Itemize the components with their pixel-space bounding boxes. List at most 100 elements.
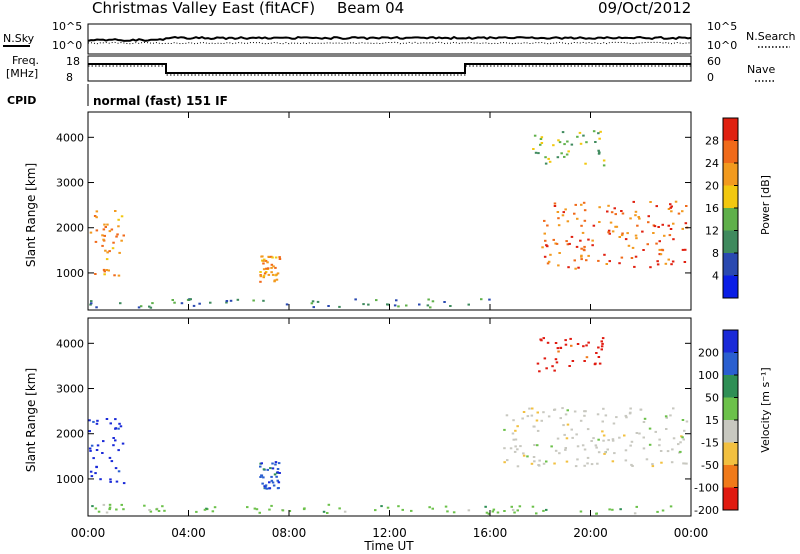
velocity-data-point <box>559 346 562 349</box>
velocity-data-point <box>374 509 377 512</box>
frequency-series <box>88 63 691 74</box>
power-data-point <box>106 223 109 226</box>
velocity-data-point <box>570 344 573 347</box>
power-colorbar-tick-label: 8 <box>712 247 719 260</box>
velocity-data-point <box>260 462 263 465</box>
velocity-colorbar-swatch <box>723 442 738 466</box>
power-data-point <box>113 274 116 277</box>
velocity-data-point <box>566 423 570 426</box>
power-data-point <box>652 232 655 234</box>
power-data-point <box>634 214 637 217</box>
power-data-point <box>275 278 279 281</box>
velocity-colorbar-tick-label: 200 <box>698 347 719 360</box>
velocity-data-point <box>642 436 645 439</box>
power-data-point <box>271 256 274 259</box>
velocity-data-point <box>608 508 611 511</box>
power-data-point <box>354 298 357 301</box>
power-data-point <box>107 269 110 272</box>
power-data-point <box>585 141 588 144</box>
power-data-point <box>597 259 600 262</box>
power-data-point <box>615 225 619 228</box>
velocity-data-point <box>565 460 569 463</box>
velocity-data-point <box>258 511 261 514</box>
velocity-data-point <box>90 475 94 478</box>
velocity-data-point <box>542 411 545 414</box>
power-data-point <box>667 208 671 210</box>
power-data-point <box>546 224 549 227</box>
velocity-data-point <box>195 510 198 513</box>
velocity-data-point <box>108 508 111 511</box>
velocity-data-point <box>604 414 608 417</box>
velocity-data-point <box>585 356 589 359</box>
velocity-data-point <box>277 487 280 489</box>
velocity-data-point <box>536 429 540 432</box>
velocity-data-point <box>265 487 269 490</box>
power-data-point <box>553 202 557 205</box>
power-data-point <box>327 305 330 307</box>
power-colorbar-tick-label: 16 <box>705 202 719 215</box>
power-data-point <box>427 298 430 301</box>
power-data-point <box>557 224 561 227</box>
velocity-data-point <box>638 432 641 435</box>
velocity-data-point <box>246 506 249 509</box>
nsky-label: N.Sky <box>3 32 35 45</box>
power-data-point <box>597 149 600 152</box>
velocity-colorbar-tick-label: -50 <box>701 459 719 472</box>
power-data-point <box>670 263 673 266</box>
velocity-data-point <box>269 467 272 470</box>
power-data-point <box>580 224 583 227</box>
velocity-ytick-label: 4000 <box>56 337 84 350</box>
velocity-data-point <box>576 343 580 345</box>
power-data-point <box>576 217 579 220</box>
velocity-panel-frame <box>87 317 692 517</box>
power-data-point <box>620 210 623 212</box>
freq-tick-bottom: 8 <box>66 71 73 84</box>
power-data-point <box>95 216 98 219</box>
velocity-data-point <box>118 422 121 425</box>
power-data-point <box>122 234 125 237</box>
velocity-data-point <box>642 421 646 423</box>
power-data-point <box>681 210 684 213</box>
power-data-point <box>610 211 614 214</box>
power-data-point <box>443 301 446 303</box>
power-data-point <box>609 221 613 224</box>
power-data-point <box>209 301 212 304</box>
noise-strip-frame <box>87 23 692 55</box>
power-data-point <box>278 258 282 260</box>
velocity-colorbar-swatch <box>723 487 738 511</box>
velocity-data-point <box>564 343 568 346</box>
velocity-data-point <box>532 456 536 458</box>
velocity-data-point <box>619 508 622 511</box>
xlabel: Time UT <box>363 539 414 553</box>
velocity-data-point <box>272 484 276 487</box>
velocity-data-point <box>586 456 590 459</box>
velocity-data-point <box>562 424 565 427</box>
power-data-point <box>564 208 567 211</box>
velocity-colorbar-label: Velocity [m s⁻¹] <box>759 367 772 452</box>
power-data-point <box>592 224 596 227</box>
power-data-point <box>90 300 93 303</box>
power-panel: 1000 2000 3000 4000 4 8 12 16 20 24 28 <box>56 111 739 311</box>
velocity-data-point <box>97 510 101 513</box>
velocity-data-point <box>105 511 109 514</box>
velocity-data-point <box>322 510 326 513</box>
power-data-point <box>577 266 580 269</box>
power-data-point <box>266 267 270 270</box>
power-colorbar-label: Power [dB] <box>759 175 772 235</box>
velocity-data-point <box>261 482 264 485</box>
power-data-point <box>259 274 262 277</box>
power-data-point <box>139 305 143 308</box>
power-data-point <box>104 249 107 252</box>
velocity-data-point <box>386 506 390 509</box>
velocity-data-point <box>275 475 278 478</box>
power-data-point <box>656 260 659 263</box>
velocity-data-point <box>569 337 572 340</box>
velocity-data-point <box>651 465 655 468</box>
power-data-point <box>539 138 543 140</box>
power-data-point <box>583 219 587 222</box>
velocity-data-point <box>554 449 558 452</box>
velocity-data-point <box>545 367 548 370</box>
power-data-point <box>189 298 192 301</box>
power-data-point <box>631 246 635 249</box>
velocity-data-point <box>270 475 273 478</box>
